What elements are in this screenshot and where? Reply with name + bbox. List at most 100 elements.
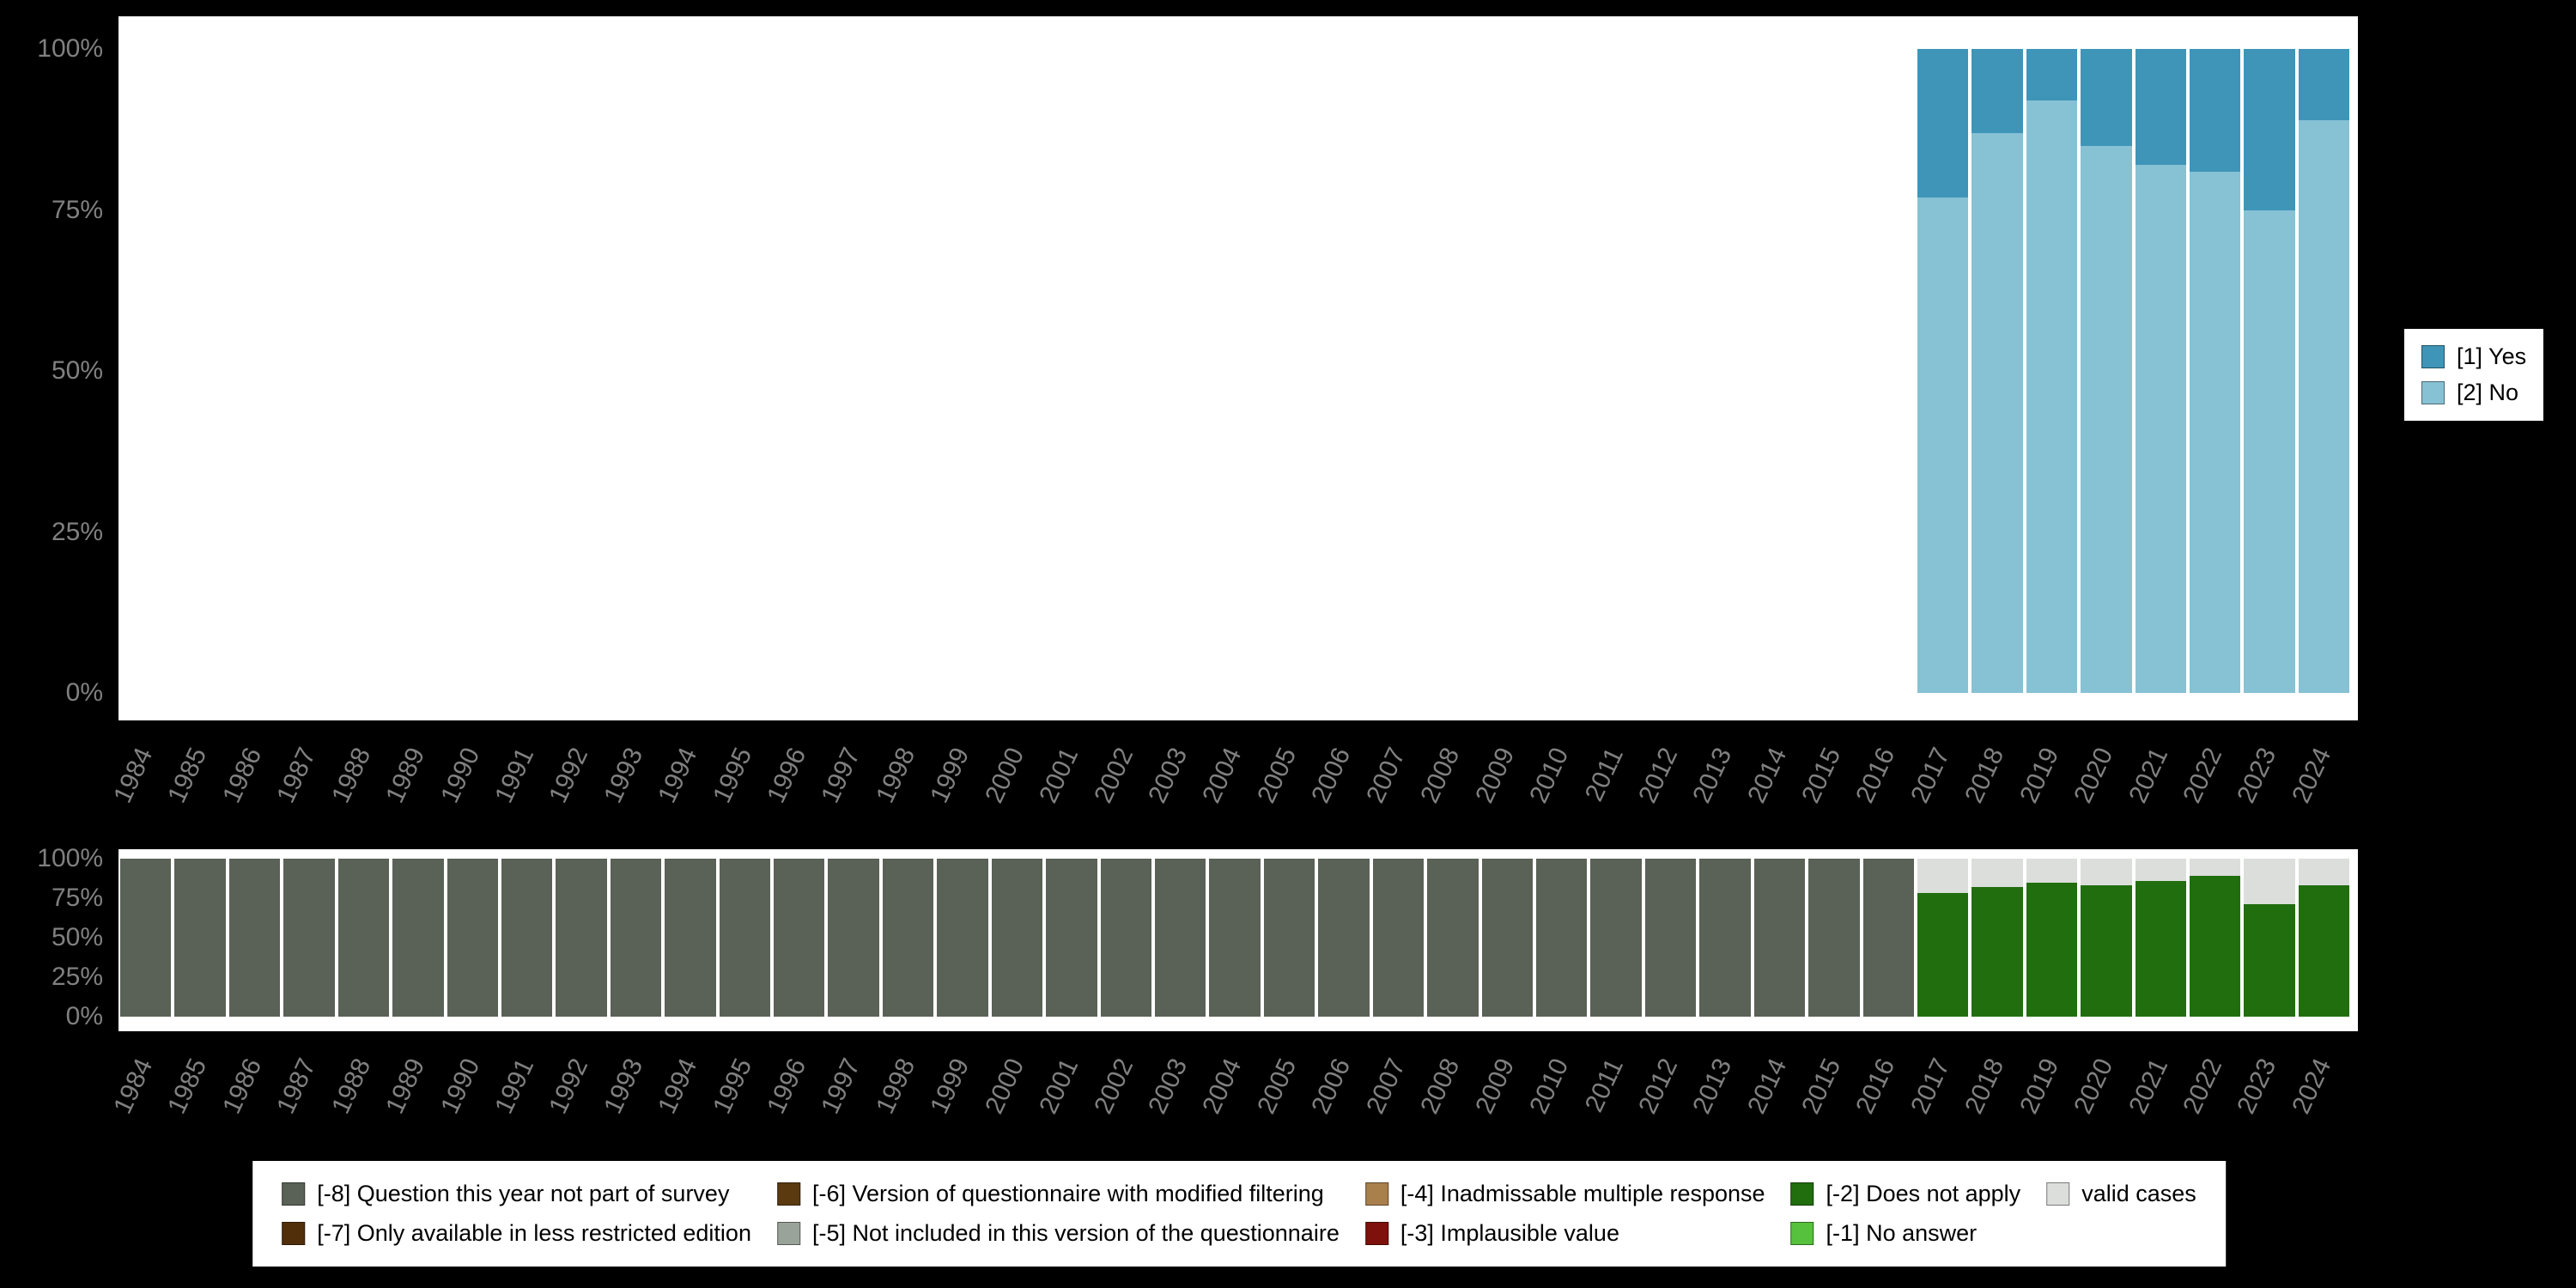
x-tick-2015: 2015 <box>1796 1037 1861 1153</box>
bar-2014 <box>1753 49 1807 693</box>
bar-segment <box>2135 165 2187 693</box>
bar-segment <box>1481 859 1533 1017</box>
legend-item: valid cases <box>2046 1180 2196 1207</box>
x-tick-1999: 1999 <box>925 726 989 842</box>
x-tick-2007: 2007 <box>1361 726 1425 842</box>
bar-2000 <box>990 49 1044 693</box>
x-tick-2007: 2007 <box>1361 1037 1425 1153</box>
y-tick-label: 100% <box>37 34 103 63</box>
x-tick-2011: 2011 <box>1579 726 1643 842</box>
bar-segment <box>2244 904 2295 1017</box>
bottom-chart-x-axis: 1984 1985 1986 1987 1988 1989 1990 1991 1992 1993… <box>108 1037 2351 1153</box>
bar-segment <box>1917 893 1969 1017</box>
legend-item: [-4] Inadmissable multiple response <box>1364 1180 1765 1207</box>
x-tick-2023: 2023 <box>2233 726 2296 842</box>
y-tick-label: 0% <box>65 678 103 707</box>
bar-segment <box>447 859 498 1017</box>
bar-1993 <box>609 859 663 1017</box>
bar-segment <box>2135 49 2187 165</box>
bar-segment <box>991 859 1043 1017</box>
missing-values-legend: [-8] Question this year not part of surv… <box>252 1161 2226 1267</box>
legend-item: [-3] Implausible value <box>1364 1219 1765 1247</box>
bar-segment <box>665 859 716 1017</box>
x-tick-1987: 1987 <box>271 1037 336 1153</box>
bar-segment <box>2190 876 2241 1017</box>
bar-2007 <box>1371 859 1425 1017</box>
bar-1994 <box>663 49 717 693</box>
x-tick-2024: 2024 <box>2287 726 2351 842</box>
bar-segment <box>1862 859 1914 1017</box>
x-tick-2000: 2000 <box>980 1037 1044 1153</box>
x-tick-2017: 2017 <box>1905 1037 1970 1153</box>
bar-segment <box>1590 859 1642 1017</box>
bar-segment <box>774 859 825 1017</box>
x-tick-2010: 2010 <box>1524 726 1589 842</box>
bar-2010 <box>1534 859 1589 1017</box>
bar-1994 <box>663 859 717 1017</box>
legend-swatch <box>2421 381 2445 405</box>
legend-swatch <box>282 1222 306 1246</box>
legend-label: [-7] Only available in less restricted e… <box>317 1220 751 1247</box>
y-tick-label: 100% <box>37 844 103 872</box>
bar-segment <box>120 859 172 1017</box>
bar-2024 <box>2297 49 2351 693</box>
x-tick-2022: 2022 <box>2178 1037 2242 1153</box>
y-tick-label: 25% <box>51 517 103 546</box>
legend-swatch <box>776 1182 800 1206</box>
bar-segment <box>1535 859 1588 1017</box>
y-tick-label: 75% <box>51 195 103 224</box>
top-chart-x-axis: 1984 1985 1986 1987 1988 1989 1990 1991 1992 1993… <box>108 726 2351 842</box>
x-tick-2004: 2004 <box>1198 1037 1261 1153</box>
bar-segment <box>1644 859 1697 1017</box>
legend-item: [-1] No answer <box>1790 1219 2021 1247</box>
x-tick-2012: 2012 <box>1633 1037 1698 1153</box>
bar-2002 <box>1099 49 1153 693</box>
bar-1991 <box>500 49 554 693</box>
y-tick-label: 50% <box>51 356 103 385</box>
legend-label: [-1] No answer <box>1826 1220 1978 1247</box>
bar-segment <box>2244 859 2295 905</box>
legend-label: [-6] Version of questionnaire with modif… <box>811 1181 1324 1206</box>
response-legend: [1] Yes [2] No <box>2404 329 2544 421</box>
legend-label: [-4] Inadmissable multiple response <box>1400 1181 1765 1206</box>
bar-2013 <box>1698 49 1752 693</box>
x-tick-1993: 1993 <box>598 726 663 842</box>
bar-segment <box>1100 859 1152 1017</box>
x-tick-1997: 1997 <box>817 726 880 842</box>
bar-1995 <box>718 49 772 693</box>
top-chart-panel <box>118 16 2358 720</box>
bottom-chart-y-axis: 100% 75% 50% 25% 0% <box>0 846 108 1030</box>
bar-2012 <box>1643 49 1698 693</box>
bar-2001 <box>1044 49 1098 693</box>
bar-segment <box>1209 859 1261 1017</box>
x-tick-1984: 1984 <box>108 726 173 842</box>
bar-2019 <box>2025 859 2079 1017</box>
legend-label: [-3] Implausible value <box>1400 1220 1619 1247</box>
x-tick-2012: 2012 <box>1633 726 1698 842</box>
bar-segment <box>1808 859 1860 1017</box>
bar-2008 <box>1425 49 1479 693</box>
x-tick-2002: 2002 <box>1089 1037 1153 1153</box>
bar-2023 <box>2242 49 2296 693</box>
bar-segment <box>1917 859 1969 894</box>
x-tick-2013: 2013 <box>1687 1037 1752 1153</box>
x-tick-2023: 2023 <box>2233 1037 2296 1153</box>
legend-item: [-5] Not included in this version of the… <box>776 1219 1340 1247</box>
bar-segment <box>2298 49 2350 120</box>
x-tick-2006: 2006 <box>1306 1037 1370 1153</box>
bar-2004 <box>1207 859 1261 1017</box>
bar-1998 <box>881 859 935 1017</box>
x-tick-2017: 2017 <box>1905 726 1970 842</box>
x-tick-2016: 2016 <box>1851 726 1916 842</box>
x-tick-1999: 1999 <box>925 1037 989 1153</box>
bar-segment <box>2081 145 2132 693</box>
bar-1984 <box>118 49 173 693</box>
bar-1999 <box>935 49 989 693</box>
x-tick-2010: 2010 <box>1524 1037 1589 1153</box>
bar-2013 <box>1698 859 1752 1017</box>
x-tick-2024: 2024 <box>2287 1037 2351 1153</box>
bar-segment <box>1971 859 2023 888</box>
bar-2005 <box>1262 49 1316 693</box>
x-tick-2011: 2011 <box>1579 1037 1643 1153</box>
